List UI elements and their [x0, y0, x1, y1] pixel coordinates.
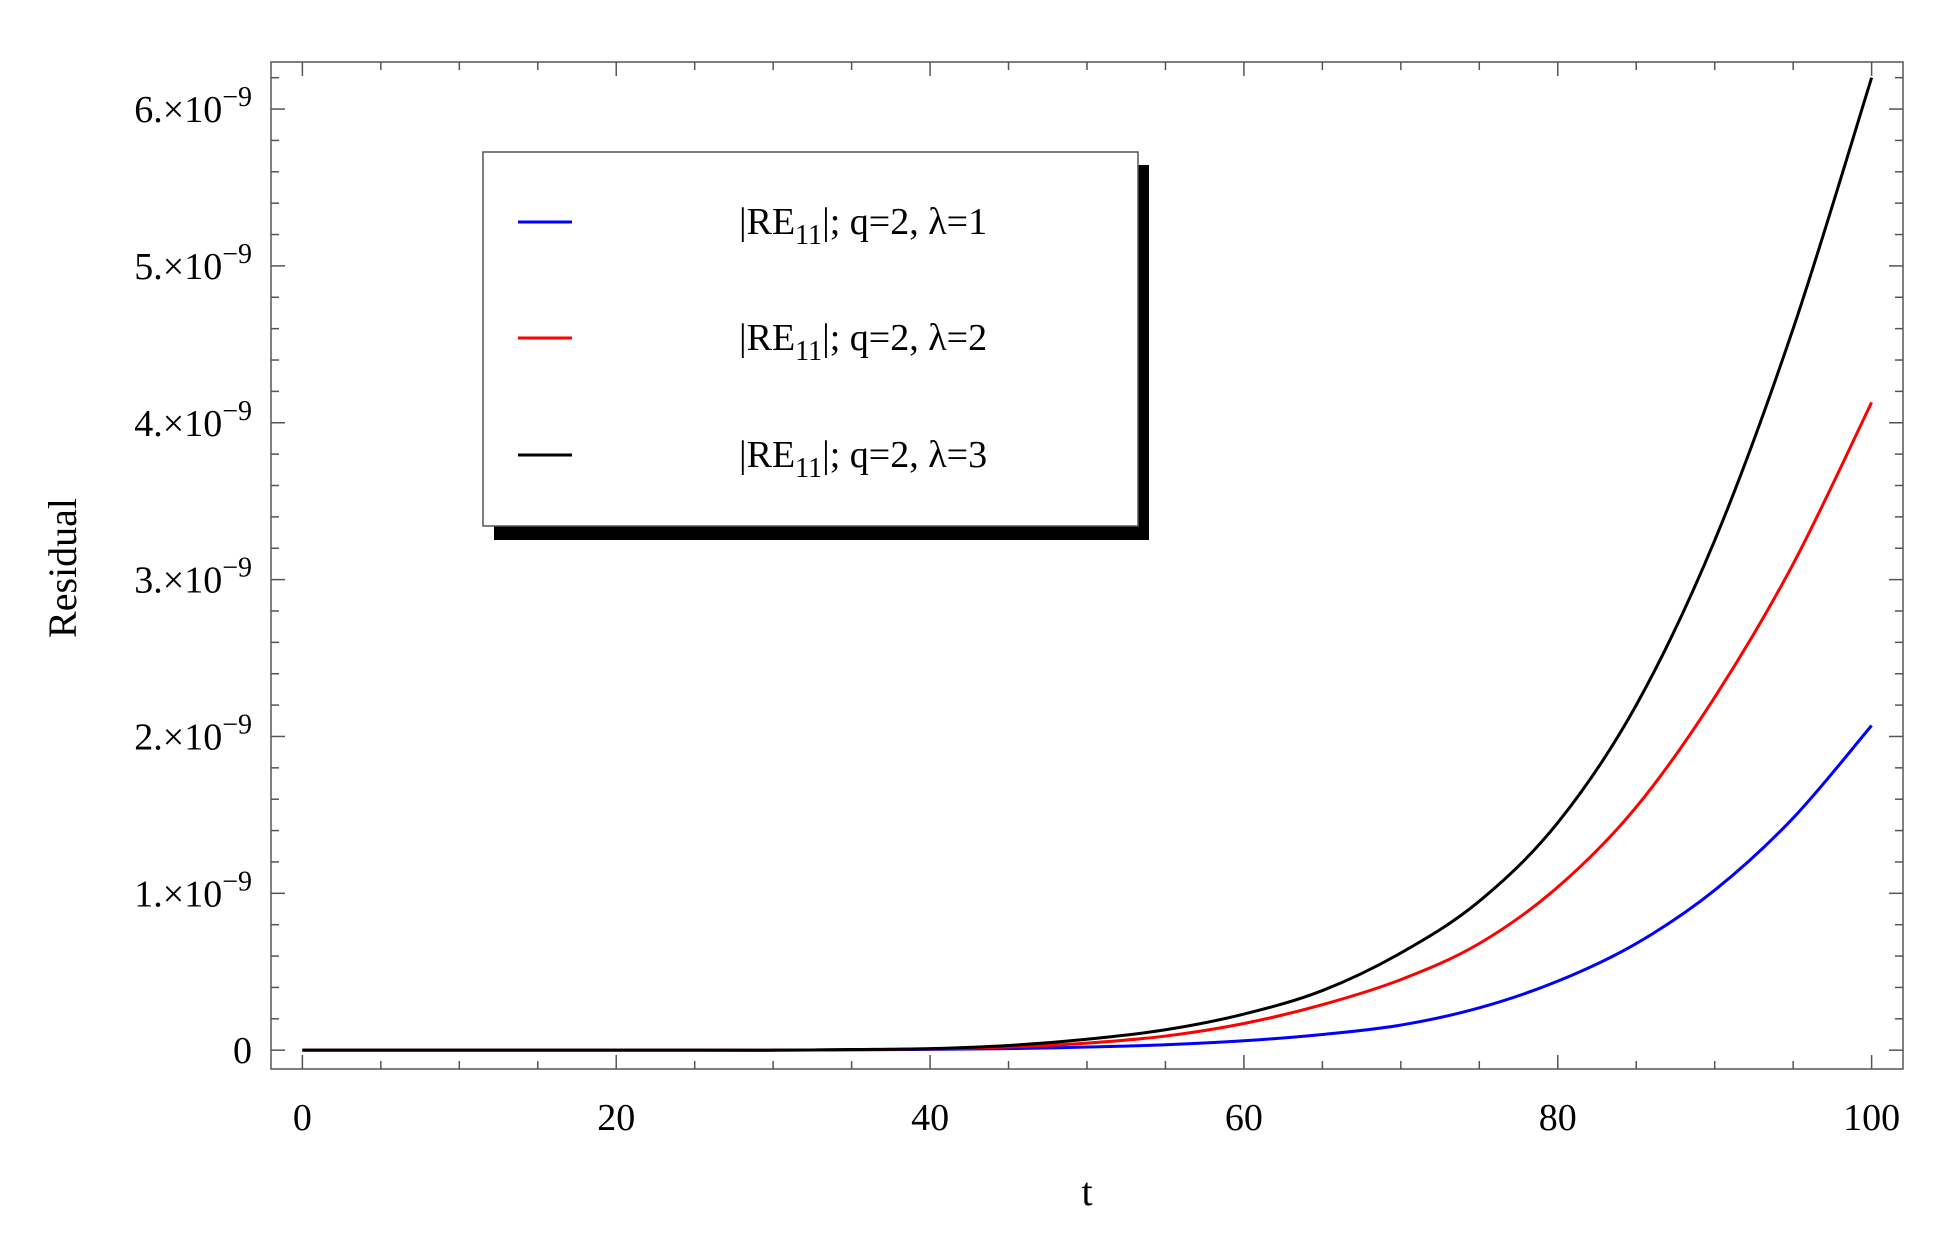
y-tick-label: 5.×10−9 — [134, 239, 252, 288]
x-tick-label: 20 — [597, 1097, 635, 1139]
x-tick-label: 100 — [1843, 1097, 1900, 1139]
x-tick-label: 40 — [911, 1097, 949, 1139]
y-tick-label: 2.×10−9 — [134, 709, 252, 758]
y-tick-label: 6.×10−9 — [134, 82, 252, 131]
x-tick-label: 80 — [1539, 1097, 1577, 1139]
y-axis-label: Residual — [40, 498, 85, 638]
series — [302, 77, 1874, 1052]
series-line-3 — [302, 77, 1874, 1052]
y-tick-label: 3.×10−9 — [134, 553, 252, 602]
legend-label-3: |RE11|; q=2, λ=3 — [739, 434, 987, 484]
x-axis-label: t — [1081, 1169, 1092, 1214]
legend-label-1: |RE11|; q=2, λ=1 — [739, 201, 987, 251]
legend-box — [482, 151, 1139, 527]
x-tick-label: 60 — [1225, 1097, 1263, 1139]
legend-items: |RE11|; q=2, λ=1 |RE11|; q=2, λ=2 |RE11|; … — [518, 201, 987, 484]
series-line-1 — [302, 724, 1873, 1052]
y-tick-label: 0 — [233, 1030, 252, 1072]
ticks — [271, 62, 1903, 1069]
y-tick-label: 1.×10−9 — [134, 866, 252, 915]
y-tick-label: 4.×10−9 — [134, 396, 252, 445]
tick-labels: 0 20 40 60 80 100 0 1.×10−9 2.×10−9 3.×10−9 4.×10−… — [134, 82, 1900, 1139]
x-tick-label: 0 — [293, 1097, 312, 1139]
legend: |RE11|; q=2, λ=1 |RE11|; q=2, λ=2 |RE11|; … — [482, 151, 1149, 540]
legend-label-2: |RE11|; q=2, λ=2 — [739, 317, 987, 367]
